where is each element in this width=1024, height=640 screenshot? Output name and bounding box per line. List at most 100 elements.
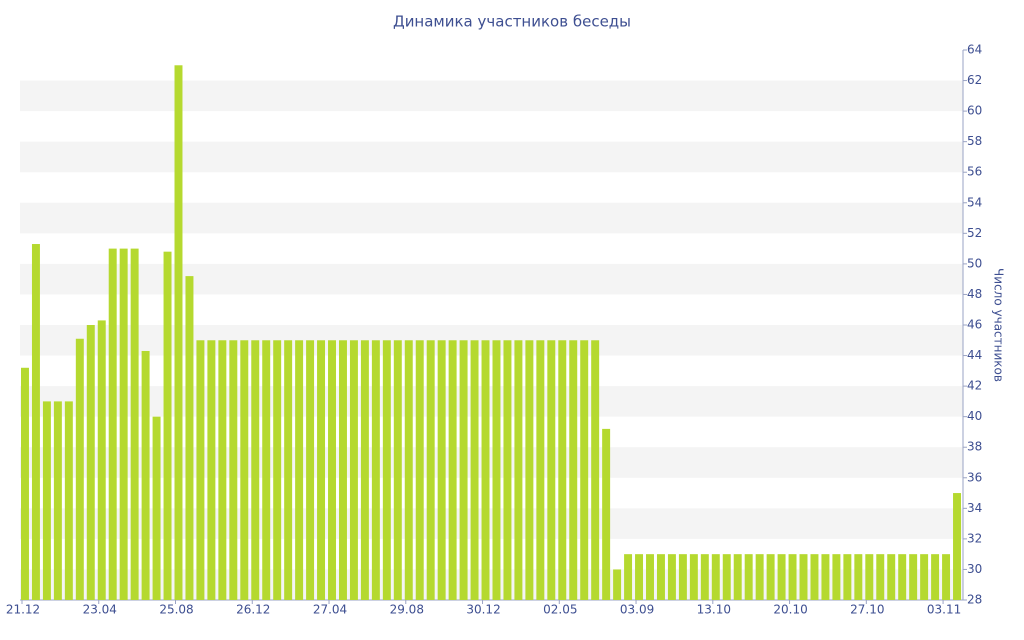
y-tick-label: 48 [967, 287, 982, 301]
bar [810, 554, 819, 600]
y-tick-label: 28 [967, 593, 982, 607]
bar [547, 340, 556, 600]
y-tick-label: 46 [967, 318, 982, 332]
bar [470, 340, 479, 600]
x-tick-label: 13.10 [697, 603, 731, 617]
bar [196, 340, 205, 600]
x-tick-label: 20.10 [773, 603, 807, 617]
y-tick-label: 64 [967, 43, 982, 57]
grid-band [20, 447, 963, 478]
bar [240, 340, 249, 600]
y-tick-label: 58 [967, 134, 982, 148]
bar [426, 340, 435, 600]
y-tick-label: 40 [967, 409, 982, 423]
bar [141, 350, 150, 600]
bar [580, 340, 589, 600]
x-tick-label: 23.04 [83, 603, 117, 617]
bar [349, 340, 358, 600]
bar [174, 65, 183, 601]
bar [415, 340, 424, 600]
bar [755, 554, 764, 600]
grid-band [20, 202, 963, 234]
bar [656, 554, 665, 600]
x-tick-label: 25.08 [159, 603, 193, 617]
bar [854, 554, 863, 600]
bar [744, 554, 753, 600]
x-tick-label: 29.08 [390, 603, 424, 617]
bar [75, 338, 84, 600]
bar [514, 340, 523, 600]
x-tick-label: 30.12 [466, 603, 500, 617]
x-tick-label: 26.12 [236, 603, 270, 617]
y-axis-label: Число участников [992, 268, 1006, 382]
y-tick-label: 52 [967, 226, 982, 240]
bar [317, 340, 326, 600]
bar [31, 244, 40, 600]
bar [843, 554, 852, 600]
bar [865, 554, 874, 600]
x-tick-label: 02.05 [543, 603, 577, 617]
bar [799, 554, 808, 600]
bar [448, 340, 457, 600]
bar [130, 248, 139, 600]
x-tick-label: 03.09 [620, 603, 654, 617]
y-tick-label: 38 [967, 440, 982, 454]
bar [152, 416, 161, 600]
bar [53, 401, 62, 600]
bar [64, 401, 73, 600]
bar [119, 248, 128, 600]
bar [42, 401, 51, 600]
grid-band [20, 263, 963, 295]
bar [97, 320, 106, 600]
bar [295, 340, 304, 600]
bar [722, 554, 731, 600]
bar [306, 340, 315, 600]
bar [678, 554, 687, 600]
x-tick-label: 21.12 [6, 603, 40, 617]
bar [931, 554, 940, 600]
bar [832, 554, 841, 600]
bar [777, 554, 786, 600]
bar [262, 340, 271, 600]
bar [273, 340, 282, 600]
grid-band [20, 386, 963, 417]
bar [404, 340, 413, 600]
bar [689, 554, 698, 600]
bar [821, 554, 830, 600]
y-tick-label: 62 [967, 73, 982, 87]
y-tick-label: 54 [967, 195, 982, 209]
bar [229, 340, 238, 600]
x-tick-label: 03.11 [927, 603, 961, 617]
bar [492, 340, 501, 600]
bar [788, 554, 797, 600]
bar [503, 340, 512, 600]
bar [338, 340, 347, 600]
y-tick-label: 32 [967, 531, 982, 545]
y-tick-label: 36 [967, 470, 982, 484]
bar [21, 367, 29, 600]
bar [711, 554, 720, 600]
bar [536, 340, 545, 600]
bar [382, 340, 391, 600]
y-tick-label: 34 [967, 501, 982, 515]
bar [667, 554, 676, 600]
bar [635, 554, 644, 600]
bar [481, 340, 490, 600]
x-tick-label: 27.04 [313, 603, 347, 617]
bar [953, 493, 961, 600]
bar [360, 340, 369, 600]
bar [909, 554, 918, 600]
bar [733, 554, 742, 600]
bar [86, 325, 95, 600]
bar [887, 554, 896, 600]
y-tick-label: 30 [967, 562, 982, 576]
bar [371, 340, 380, 600]
bar [207, 340, 216, 600]
y-tick-label: 42 [967, 379, 982, 393]
bar [558, 340, 567, 600]
y-tick-label: 50 [967, 256, 982, 270]
bar [591, 340, 600, 600]
bar [876, 554, 885, 600]
grid-band [20, 325, 963, 356]
